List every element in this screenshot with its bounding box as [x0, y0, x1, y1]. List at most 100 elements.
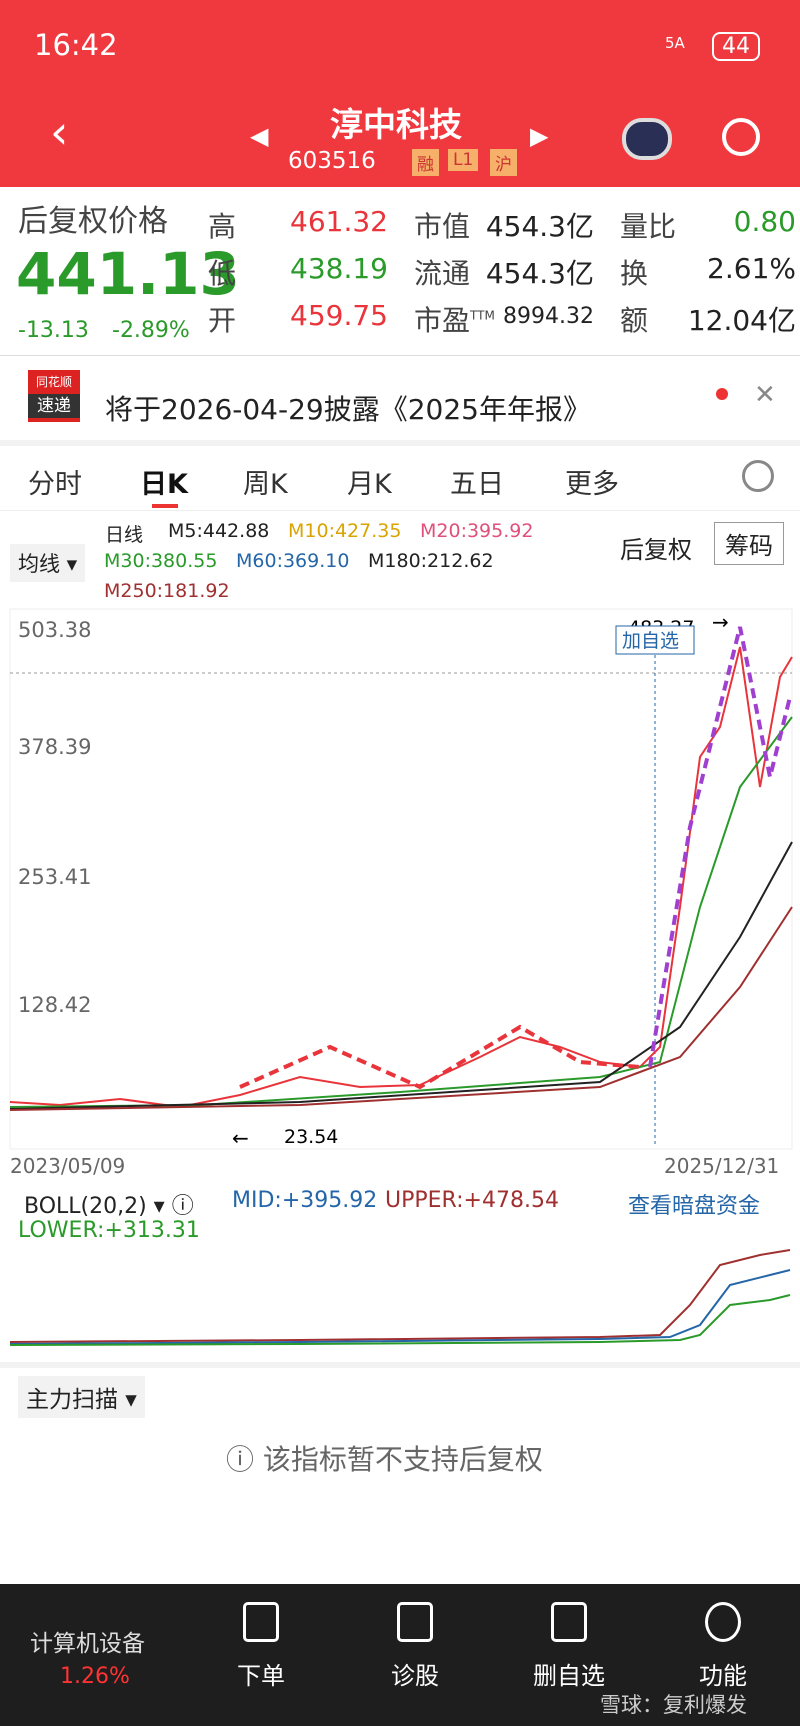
stat-value: 2.61% — [707, 252, 796, 285]
change-pct: -2.89% — [112, 318, 190, 343]
icon — [397, 1602, 433, 1642]
label: 额 — [620, 304, 649, 337]
boll: BOLL(20,2) — [24, 1194, 147, 1219]
tab[interactable]: 更多 — [565, 469, 619, 500]
boll-chart — [9, 1249, 791, 1346]
svg-text:→: → — [712, 610, 729, 634]
tab[interactable]: 周K — [243, 469, 288, 500]
tag: 融 — [412, 149, 439, 176]
ma-label: M180:212.62 — [368, 550, 494, 572]
prev[interactable]: ◀ — [250, 122, 269, 150]
ma-label: M60:369.10 — [236, 550, 350, 572]
nav-item[interactable]: 功能 — [699, 1662, 747, 1690]
stat-label: 低 — [208, 252, 236, 292]
boll-name[interactable]: BOLL(20,2) ▾ ⓘ — [24, 1194, 194, 1219]
y-label: 503.38 — [18, 618, 91, 642]
stat-label: 流通 — [414, 252, 470, 292]
brand-logo: 同花顺 速递 — [28, 370, 80, 422]
main-force-title: 主力扫描 — [26, 1387, 118, 1413]
boll-link[interactable]: 查看暗盘资金 — [628, 1194, 761, 1219]
tag: L1 — [448, 149, 479, 171]
tab-underline — [152, 504, 178, 508]
start-date: 2023/05/09 — [10, 1154, 126, 1178]
network: 5A — [665, 34, 685, 52]
label: 开 — [208, 304, 237, 337]
tab[interactable]: 五日 — [450, 469, 504, 500]
battery: 44 — [712, 32, 760, 61]
label: 换 — [620, 257, 649, 290]
stat-label: 市盈TTM — [414, 299, 495, 339]
label: 量比 — [620, 210, 677, 243]
period: 日线 — [105, 524, 144, 546]
stat-value: 454.3亿 — [485, 257, 594, 290]
stat-value: 8994.32 — [503, 304, 594, 329]
tab[interactable]: 月K — [347, 469, 392, 500]
main-force-select[interactable]: 主力扫描 ▾ — [18, 1376, 145, 1418]
main-force-msg: ⓘ 该指标暂不支持后复权 — [226, 1443, 543, 1476]
stat-label: 高 — [208, 205, 236, 245]
stat-label: 量比 — [620, 205, 676, 245]
end-date: 2025/12/31 — [664, 1154, 780, 1178]
sector[interactable]: 计算机设备 — [30, 1631, 145, 1657]
stat-label: 额 — [620, 299, 648, 339]
icon — [705, 1602, 741, 1642]
label: 低 — [208, 257, 237, 290]
robot-icon[interactable] — [622, 118, 672, 160]
gap — [0, 1362, 800, 1368]
ma-label: M250:181.92 — [104, 580, 230, 602]
change: -13.13 — [18, 318, 89, 343]
y-label: 128.42 — [18, 993, 91, 1017]
stat-label: 换 — [620, 252, 648, 292]
boll-lower: LOWER:+313.31 — [18, 1218, 200, 1243]
sup: TTM — [470, 308, 495, 323]
nav-item[interactable]: 下单 — [237, 1662, 285, 1690]
watch-tag: 加自选 — [622, 630, 679, 652]
back[interactable]: ‹ — [50, 105, 69, 159]
ma-label: M5:442.88 — [168, 520, 270, 542]
nav-item[interactable]: 删自选 — [533, 1662, 605, 1690]
ma-label: M30:380.55 — [104, 550, 218, 572]
stat-value: 0.80 — [733, 205, 796, 238]
brand: 同花顺 — [35, 375, 72, 389]
settings[interactable] — [742, 460, 774, 492]
label: 流通 — [414, 257, 471, 290]
next[interactable]: ▶ — [530, 122, 549, 150]
sector-change: 1.26% — [60, 1664, 130, 1689]
label: 市盈 — [414, 304, 471, 337]
brand: 速递 — [28, 394, 80, 418]
indicator: 均线 — [18, 552, 60, 576]
gap — [0, 440, 800, 446]
search-icon[interactable] — [722, 118, 760, 156]
adjust[interactable]: 后复权 — [620, 536, 692, 564]
ma-label: M10:427.35 — [288, 520, 402, 542]
boll-mid: MID:+395.92 — [232, 1188, 378, 1213]
low-label: 23.54 — [284, 1126, 338, 1148]
tag: 沪 — [490, 149, 517, 176]
message: 该指标暂不支持后复权 — [262, 1443, 543, 1476]
indicator-select[interactable]: 均线 ▾ — [10, 544, 86, 582]
dot — [716, 388, 728, 400]
price: 441.13 — [16, 240, 240, 308]
icon — [551, 1602, 587, 1642]
tab-active[interactable]: 日K — [140, 469, 188, 500]
label: 高 — [208, 210, 237, 243]
label: 市值 — [414, 210, 471, 243]
tab[interactable]: 分时 — [28, 469, 82, 500]
y-label: 378.39 — [18, 735, 91, 759]
time: 16:42 — [34, 28, 118, 62]
notice-text[interactable]: 将于2026-04-29披露《2025年年报》 — [105, 393, 591, 426]
boll-upper: UPPER:+478.54 — [385, 1188, 559, 1213]
divider — [0, 355, 800, 356]
nav-item[interactable]: 诊股 — [391, 1662, 439, 1690]
close[interactable]: ✕ — [754, 380, 776, 410]
stat-value: 438.19 — [290, 252, 388, 285]
kline-chart: 503.38 378.39 253.41 128.42 483.27 → 加自选… — [9, 608, 793, 1150]
stat-label: 市值 — [414, 205, 470, 245]
svg-text:←: ← — [232, 1126, 249, 1150]
header-bar: 16:42 5A 44 ‹ ◀ ▶ 淳中科技 603516 融 L1 沪 — [0, 0, 800, 187]
y-label: 253.41 — [18, 865, 91, 889]
price-label: 后复权价格 — [18, 204, 168, 239]
chips-button[interactable]: 筹码 — [714, 522, 784, 565]
stat-value: 454.3亿 — [485, 210, 594, 243]
